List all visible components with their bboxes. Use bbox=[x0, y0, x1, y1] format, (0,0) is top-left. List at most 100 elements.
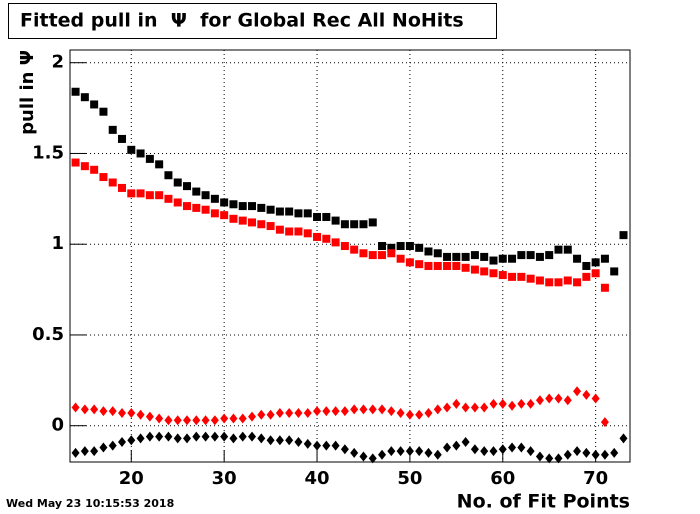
marker bbox=[99, 107, 108, 116]
marker bbox=[526, 398, 535, 409]
marker bbox=[155, 191, 164, 200]
marker bbox=[145, 191, 154, 200]
marker bbox=[257, 433, 266, 444]
x-tick-label: 70 bbox=[583, 468, 608, 489]
marker bbox=[489, 446, 498, 457]
marker bbox=[424, 261, 433, 270]
marker bbox=[433, 261, 442, 270]
marker bbox=[164, 194, 173, 203]
marker bbox=[461, 252, 470, 261]
marker bbox=[526, 446, 535, 457]
marker bbox=[350, 245, 359, 254]
marker bbox=[192, 187, 201, 196]
marker bbox=[173, 198, 182, 207]
x-tick-label: 20 bbox=[119, 468, 144, 489]
marker bbox=[210, 431, 219, 442]
y-tick-label: 1 bbox=[51, 233, 64, 254]
marker bbox=[443, 402, 452, 413]
marker bbox=[563, 449, 572, 460]
marker bbox=[294, 209, 303, 218]
marker bbox=[517, 251, 526, 260]
marker bbox=[183, 415, 192, 426]
marker bbox=[359, 220, 368, 229]
marker bbox=[368, 404, 377, 415]
x-tick-label: 30 bbox=[212, 468, 237, 489]
marker bbox=[248, 218, 257, 227]
marker bbox=[433, 449, 442, 460]
marker bbox=[136, 433, 145, 444]
y-tick-label: 0 bbox=[51, 415, 64, 436]
marker bbox=[118, 183, 127, 192]
marker bbox=[266, 205, 275, 214]
marker bbox=[90, 165, 99, 174]
marker bbox=[80, 162, 89, 171]
marker bbox=[424, 247, 433, 256]
marker bbox=[461, 263, 470, 272]
marker bbox=[480, 252, 489, 261]
marker bbox=[313, 212, 322, 221]
marker bbox=[600, 449, 609, 460]
marker bbox=[108, 440, 117, 451]
marker bbox=[173, 433, 182, 444]
marker bbox=[415, 243, 424, 252]
title-box bbox=[8, 3, 497, 39]
marker bbox=[443, 252, 452, 261]
marker bbox=[285, 207, 294, 216]
marker bbox=[71, 158, 80, 167]
marker bbox=[387, 406, 396, 417]
marker bbox=[331, 406, 340, 417]
marker bbox=[155, 413, 164, 424]
marker bbox=[340, 406, 349, 417]
chart-title: Fitted pull in Ψ for Global Rec All NoHi… bbox=[20, 10, 464, 32]
marker bbox=[285, 435, 294, 446]
marker bbox=[275, 407, 284, 418]
marker bbox=[80, 93, 89, 102]
marker bbox=[164, 171, 173, 180]
marker bbox=[201, 205, 210, 214]
marker bbox=[118, 134, 127, 143]
marker bbox=[340, 242, 349, 251]
marker bbox=[340, 220, 349, 229]
marker bbox=[545, 453, 554, 464]
marker bbox=[535, 252, 544, 261]
marker bbox=[192, 415, 201, 426]
marker bbox=[526, 274, 535, 283]
marker bbox=[470, 251, 479, 260]
marker bbox=[210, 415, 219, 426]
y-tick-label: 2 bbox=[51, 52, 64, 73]
marker bbox=[145, 154, 154, 163]
marker bbox=[452, 261, 461, 270]
marker bbox=[591, 269, 600, 278]
marker bbox=[368, 251, 377, 260]
y-tick-label: 0.5 bbox=[32, 324, 64, 345]
marker bbox=[303, 229, 312, 238]
marker bbox=[415, 446, 424, 457]
marker bbox=[238, 216, 247, 225]
marker bbox=[415, 260, 424, 269]
marker bbox=[517, 442, 526, 453]
marker bbox=[145, 411, 154, 422]
marker bbox=[619, 231, 628, 240]
marker bbox=[322, 440, 331, 451]
marker bbox=[424, 447, 433, 458]
marker bbox=[591, 258, 600, 267]
marker bbox=[480, 446, 489, 457]
marker bbox=[183, 433, 192, 444]
marker bbox=[313, 232, 322, 241]
marker bbox=[610, 447, 619, 458]
marker bbox=[582, 389, 591, 400]
marker bbox=[303, 209, 312, 218]
marker bbox=[71, 447, 80, 458]
marker bbox=[396, 446, 405, 457]
marker bbox=[452, 252, 461, 261]
marker bbox=[303, 438, 312, 449]
marker bbox=[127, 189, 136, 198]
marker bbox=[275, 435, 284, 446]
marker bbox=[80, 446, 89, 457]
marker bbox=[563, 276, 572, 285]
marker bbox=[591, 393, 600, 404]
marker bbox=[600, 283, 609, 292]
marker bbox=[294, 407, 303, 418]
